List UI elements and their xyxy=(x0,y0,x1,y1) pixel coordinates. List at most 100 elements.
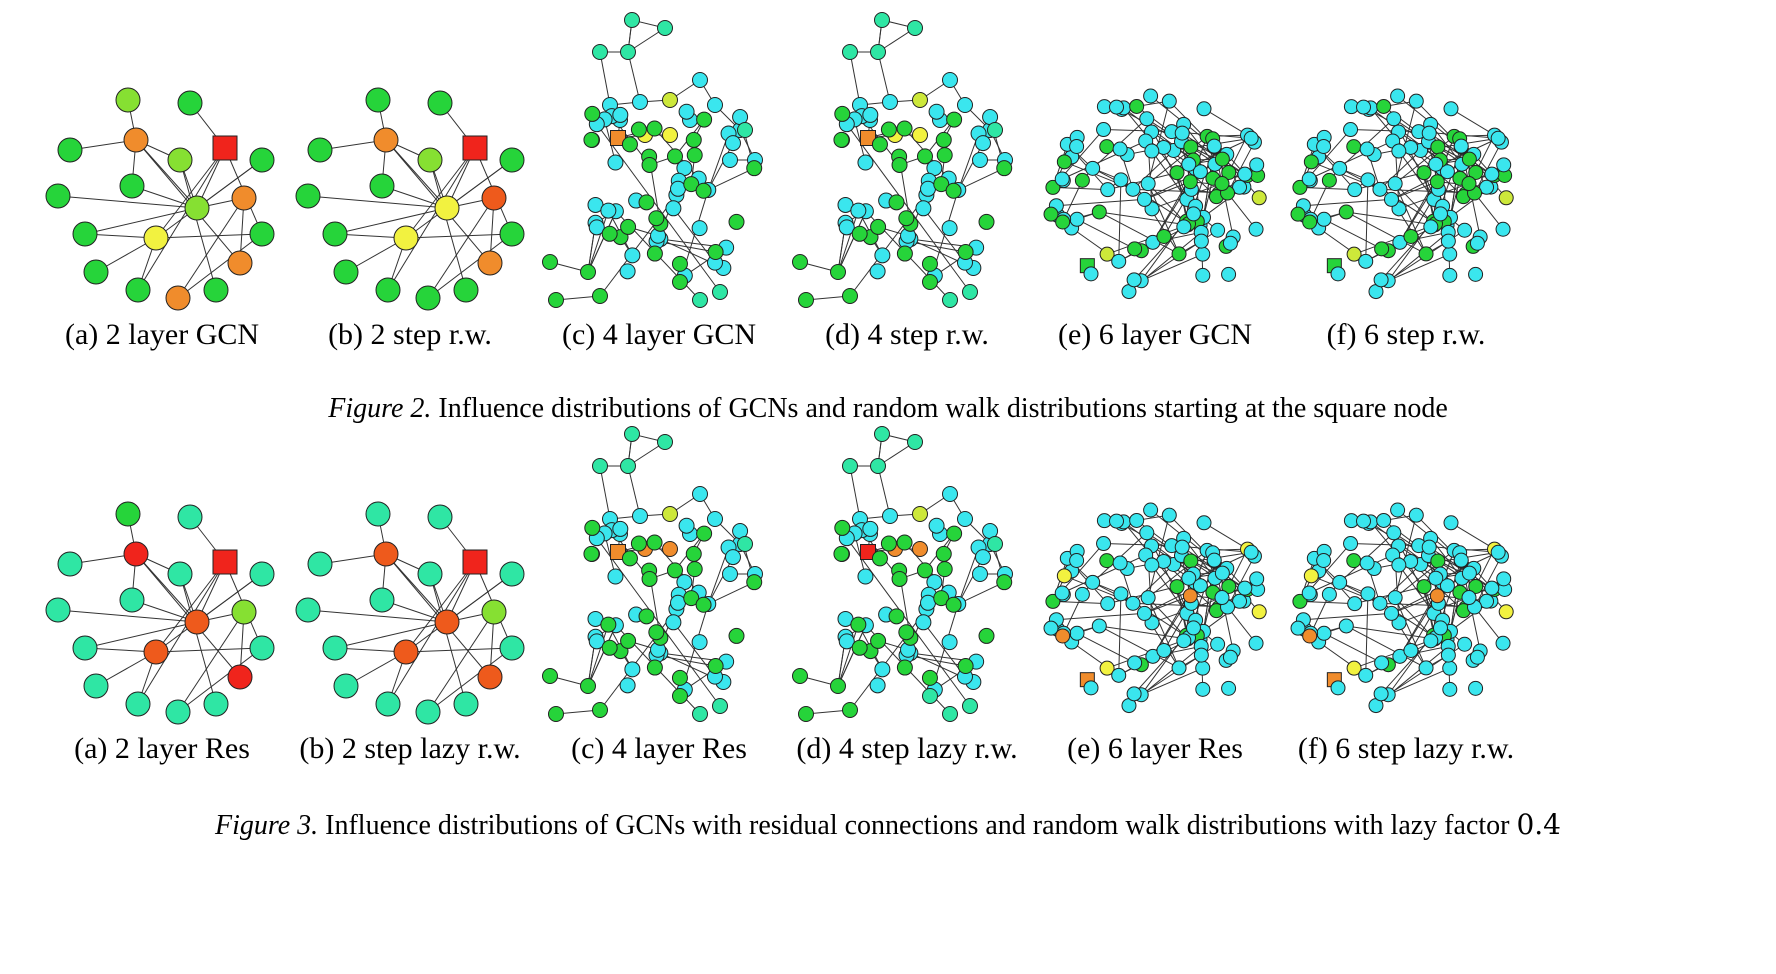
graph-node xyxy=(1183,553,1199,569)
graph-3b xyxy=(295,501,525,725)
graph-edge xyxy=(1099,625,1180,669)
graph-node xyxy=(692,706,708,722)
graph-node xyxy=(646,659,663,676)
graph-edge xyxy=(405,573,513,653)
graph-edge xyxy=(1062,140,1146,180)
graph-node xyxy=(1403,642,1419,658)
graph-node xyxy=(588,219,605,236)
graph-node xyxy=(972,566,988,582)
graph-edge xyxy=(1076,632,1135,664)
graph-edge xyxy=(1147,183,1180,255)
graph-node xyxy=(707,511,723,527)
graph-node xyxy=(1461,565,1477,581)
graph-node xyxy=(842,458,858,474)
graph-node xyxy=(249,147,275,173)
graph-node xyxy=(880,121,897,138)
graph-node xyxy=(957,97,973,113)
graph-node xyxy=(712,284,728,300)
graph-node xyxy=(177,90,203,116)
graph-edge xyxy=(1379,150,1421,190)
graph-node xyxy=(657,20,673,36)
graph-node xyxy=(1113,586,1129,602)
graph-node xyxy=(583,545,600,562)
graph-node xyxy=(672,274,688,290)
graph-edge xyxy=(179,159,217,291)
graph-node xyxy=(1330,266,1346,282)
graph-edge xyxy=(1092,167,1134,190)
graph-node xyxy=(1181,570,1197,586)
graph-node xyxy=(125,277,151,303)
graph-node xyxy=(987,122,1003,138)
graph-node xyxy=(737,536,753,552)
graph-node xyxy=(646,245,663,262)
graph-node xyxy=(1290,206,1306,222)
graph-node xyxy=(737,122,753,138)
graph-node xyxy=(333,673,359,699)
graph-node xyxy=(1251,604,1267,620)
sublabel-3a: (a) 2 layer Res xyxy=(74,732,250,765)
graph-node xyxy=(1403,228,1419,244)
graph-node xyxy=(896,245,913,262)
graph-node xyxy=(641,570,658,587)
graph-node xyxy=(851,639,868,656)
graph-node xyxy=(1127,241,1143,257)
graph-node xyxy=(1143,502,1159,518)
graph-node xyxy=(722,566,738,582)
graph-node xyxy=(1182,174,1198,190)
graph-node xyxy=(620,218,637,235)
graph-node xyxy=(638,608,655,625)
graph-edge xyxy=(1092,581,1134,604)
graph-node xyxy=(83,259,109,285)
graph-node xyxy=(607,568,624,585)
graph-edge xyxy=(1203,108,1248,136)
graph-node xyxy=(1316,139,1332,155)
graph-edge xyxy=(177,197,245,299)
graph-node xyxy=(1338,204,1354,220)
sublabel-2b: (b) 2 step r.w. xyxy=(328,318,492,351)
graph-node xyxy=(1301,585,1317,601)
graph-edge xyxy=(627,51,641,103)
graph-node xyxy=(692,292,708,308)
graph-node xyxy=(1490,544,1506,560)
graph-node xyxy=(891,570,908,587)
graph-node xyxy=(249,561,275,587)
graph-node xyxy=(1469,649,1485,665)
graph-node xyxy=(630,535,647,552)
graph-node xyxy=(1222,235,1238,251)
graph-node xyxy=(907,434,923,450)
graph-edge xyxy=(405,147,476,239)
graph-node xyxy=(1347,596,1363,612)
graph-node xyxy=(882,508,898,524)
graph-edge xyxy=(1474,606,1504,644)
graph-node xyxy=(1045,593,1061,609)
graph-node xyxy=(1316,625,1332,641)
graph-node xyxy=(1193,647,1209,663)
graph-node xyxy=(1343,536,1359,552)
graph-node xyxy=(915,614,932,631)
graph-node xyxy=(972,152,988,168)
graph-node xyxy=(1112,555,1128,571)
graph-node xyxy=(1195,267,1211,283)
graph-node xyxy=(375,691,401,717)
graph-node xyxy=(1069,139,1085,155)
graph-node xyxy=(692,72,708,88)
graph-node xyxy=(1346,553,1362,569)
graph-node xyxy=(580,678,596,694)
graph-node xyxy=(1183,139,1199,155)
graph-edge xyxy=(877,51,891,103)
graph-node xyxy=(1214,590,1230,606)
graph-nodes xyxy=(1043,502,1267,714)
graph-node xyxy=(912,541,928,557)
graph-node xyxy=(842,288,858,304)
graph-node xyxy=(842,44,858,60)
graph-edge xyxy=(155,147,226,239)
graph-node xyxy=(1099,246,1115,262)
graph-node xyxy=(919,594,936,611)
graph-node xyxy=(1391,143,1407,159)
graph-edge xyxy=(627,465,641,517)
graph-node xyxy=(601,225,618,242)
graph-edge xyxy=(84,621,198,649)
graph-edge xyxy=(596,537,721,707)
graph-node xyxy=(1054,585,1070,601)
graph-node xyxy=(672,688,688,704)
